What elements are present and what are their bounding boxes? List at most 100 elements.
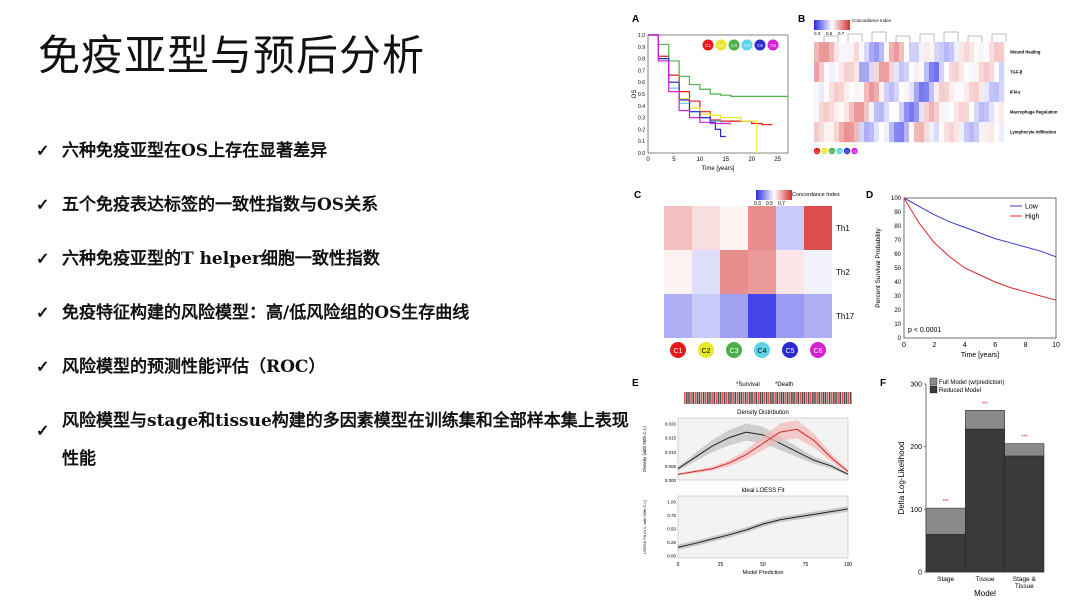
heatmap-cell <box>999 42 1005 63</box>
heatmap-cell <box>904 122 910 143</box>
heatmap-cell <box>844 102 850 123</box>
heatmap-cell <box>839 122 845 143</box>
rug-mark <box>772 392 774 404</box>
scale-title: Concordance Index <box>852 18 892 23</box>
plot-frame <box>903 197 1057 339</box>
rug-mark <box>801 392 804 404</box>
heatmap-cell <box>924 82 930 103</box>
km-curve-high <box>903 197 1057 301</box>
heatmap-cell <box>964 42 970 63</box>
heatmap-cell <box>804 294 832 338</box>
heatmap-cell <box>909 42 915 63</box>
legend-label: C2 <box>718 43 724 48</box>
heatmap-cell <box>929 82 935 103</box>
heatmap-cell <box>894 102 900 123</box>
heatmap-cell <box>776 206 804 250</box>
panel-a-survival-chart: A 0.0 0.1 0.2 0.3 0.4 0.5 0.6 0.7 0.8 0.9 1.0 0 5 10 15… <box>632 14 789 172</box>
heatmap-cell <box>854 102 860 123</box>
rug-mark <box>812 392 814 404</box>
legend-swatch-reduced <box>929 385 938 394</box>
heatmap-cell <box>824 62 830 83</box>
heatmap-cell <box>934 102 940 123</box>
rug-mark <box>774 392 776 404</box>
heatmap-cell <box>829 122 835 143</box>
bottom-y-tick: 0.75 <box>667 513 676 518</box>
heatmap-cell <box>776 294 804 338</box>
heatmap-cell <box>964 102 970 123</box>
heatmap-cell <box>814 82 820 103</box>
rug-mark <box>784 392 787 404</box>
rug-mark <box>730 392 732 404</box>
y-tick-label: 0 <box>918 570 922 577</box>
heatmap-cell <box>879 122 885 143</box>
rug-mark <box>839 392 841 404</box>
heatmap-cell <box>720 294 748 338</box>
heatmap-cell <box>819 62 825 83</box>
heatmap-cell <box>969 62 975 83</box>
scale-tick: 0.5 <box>766 201 773 207</box>
rug-mark <box>831 392 833 404</box>
y-tick-label: 0 <box>898 336 902 342</box>
heatmap-cell <box>854 122 860 143</box>
rug-mark <box>715 392 718 404</box>
heatmap-cell <box>814 102 820 123</box>
heatmap-cell <box>974 42 980 63</box>
rug-mark <box>835 392 837 404</box>
x-tick-label: 6 <box>993 342 997 349</box>
top-title: Density Distribution <box>737 410 789 416</box>
bullet-text: 五个免疫表达标签的一致性指数与OS关系 <box>62 195 379 215</box>
heatmap-cell <box>829 42 835 63</box>
heatmap-cell <box>819 122 825 143</box>
heatmap-cell <box>879 62 885 83</box>
y-tick-label: 0.1 <box>638 139 645 145</box>
x-tick-label: 10 <box>1052 342 1060 349</box>
rug-mark <box>709 392 711 404</box>
heatmap-cell <box>814 42 820 63</box>
dendrogram-branch <box>871 31 887 42</box>
heatmap-cell <box>889 62 895 83</box>
y-axis-label: OS <box>632 90 638 99</box>
x-tick-label: 20 <box>748 157 755 163</box>
column-label: C1 <box>674 348 683 355</box>
scale-tick: 0.5 <box>826 31 833 36</box>
bottom-plot-frame <box>677 495 849 559</box>
y-tick-label: 80 <box>894 224 901 230</box>
rug-mark <box>707 392 709 404</box>
column-dot-c5 <box>782 342 798 358</box>
rug-mark <box>728 392 730 404</box>
y-tick-label: 0.5 <box>638 92 645 98</box>
bullet-text: 风险模型与stage和tissue构建的多因素模型在训练集和全部样本集上表现性能 <box>62 411 629 469</box>
heatmap-cell <box>829 62 835 83</box>
heatmap-cell <box>934 82 940 103</box>
heatmap-cell <box>884 122 890 143</box>
row-label: Lymphocyte Infiltration <box>1010 130 1057 135</box>
heatmap-cell <box>909 82 915 103</box>
rug-mark <box>740 392 743 404</box>
top-y-tick: 0.005 <box>665 464 677 469</box>
heatmap-cell <box>984 102 990 123</box>
heatmap-cell <box>949 42 955 63</box>
heatmap-cell <box>949 82 955 103</box>
rug-mark <box>780 392 783 404</box>
rug-mark <box>841 392 844 404</box>
rug-mark <box>742 392 745 404</box>
heatmap-cell <box>814 62 820 83</box>
x-tick-label: 50 <box>760 562 766 568</box>
heatmap-cell <box>999 82 1005 103</box>
rug-mark <box>837 392 839 404</box>
heatmap-cell <box>974 122 980 143</box>
rug-mark <box>824 392 827 404</box>
y-axis-label: Percent Survival Probability <box>875 228 882 308</box>
y-tick-label: 70 <box>894 238 901 244</box>
heatmap-cell <box>999 62 1005 83</box>
heatmap-cell <box>994 82 1000 103</box>
panel-f-bar-chart: F 0 100 200 300 Delta Log-Likelihood *** Stage *… <box>880 377 1045 598</box>
x-tick-label: 5 <box>672 157 676 163</box>
scale-tick: 0.7 <box>838 31 845 36</box>
rug-mark <box>759 392 762 404</box>
y-tick-label: 0.2 <box>638 127 645 133</box>
heatmap-cell <box>664 294 692 338</box>
row-label: Th17 <box>836 312 855 321</box>
heatmap-cell <box>819 82 825 103</box>
rug-mark <box>807 392 810 404</box>
